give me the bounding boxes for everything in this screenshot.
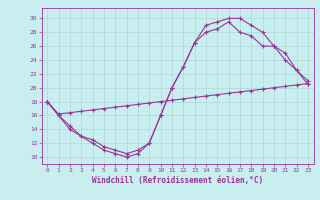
X-axis label: Windchill (Refroidissement éolien,°C): Windchill (Refroidissement éolien,°C)	[92, 176, 263, 185]
